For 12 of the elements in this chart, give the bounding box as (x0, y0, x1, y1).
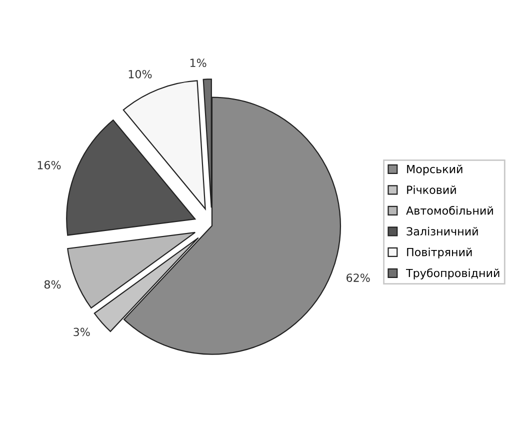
legend-label: Залізничний (406, 226, 478, 236)
data-label: 1% (190, 58, 206, 68)
data-label: 10% (128, 70, 152, 78)
data-label: 8% (44, 280, 61, 289)
legend-label: Автомобільний (406, 206, 493, 215)
data-label: 62% (346, 274, 370, 282)
legend-label: Трубопровідний (406, 268, 500, 280)
legend-label: Морський (407, 164, 462, 176)
legend-label: Повітряний (407, 248, 472, 258)
data-label: 3% (74, 328, 90, 336)
legend-label: Річковий (407, 185, 456, 194)
data-label: 16% (38, 160, 61, 170)
